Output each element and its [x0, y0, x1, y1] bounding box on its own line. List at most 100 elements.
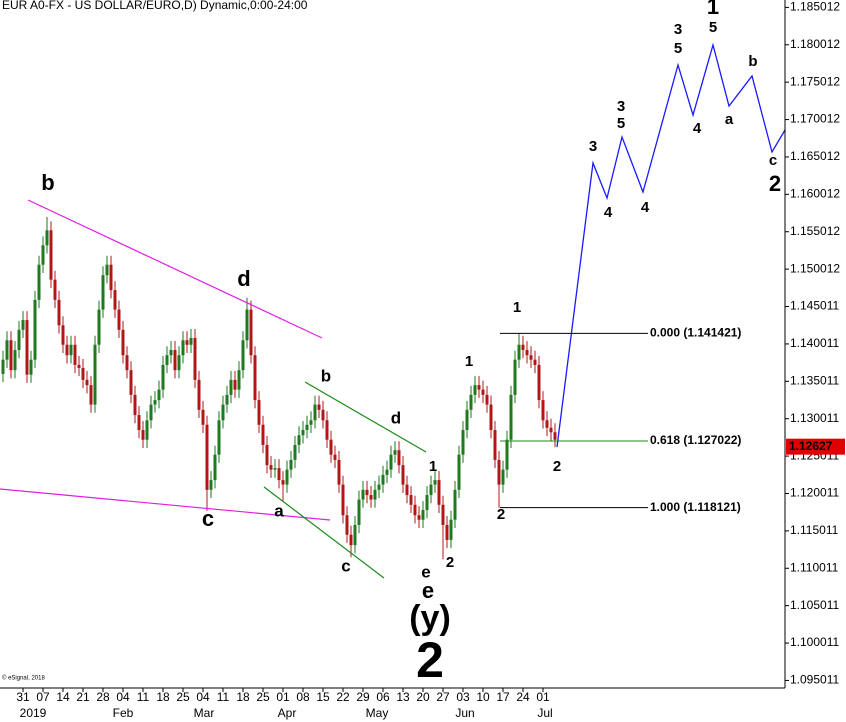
candle-body	[437, 480, 441, 505]
candle-body	[493, 430, 497, 460]
plot-area	[1, 216, 557, 560]
trendline	[304, 381, 427, 453]
candle-body	[149, 404, 153, 421]
x-tick-label: 14	[56, 690, 70, 704]
candle-body	[465, 409, 469, 430]
candle-body	[517, 344, 521, 360]
candle-body	[361, 489, 365, 500]
trendline	[0, 488, 331, 521]
candle-body	[49, 230, 53, 280]
candle-body	[125, 355, 129, 371]
y-tick-label: 1.165012	[790, 149, 840, 163]
wave-label: d	[391, 408, 401, 427]
y-tick-label: 1.150012	[790, 261, 840, 275]
candle-body	[445, 524, 449, 540]
candle-body	[509, 394, 513, 440]
x-tick-label: 18	[236, 690, 250, 704]
candle-body	[81, 367, 85, 380]
candle-body	[21, 320, 25, 330]
candle-body	[457, 454, 461, 490]
wave-label: 5	[709, 19, 717, 36]
candle-body	[477, 385, 481, 390]
candle-body	[257, 400, 261, 425]
y-tick-label: 1.135011	[790, 373, 839, 387]
trendline	[27, 199, 323, 339]
wave-label: c	[769, 152, 777, 169]
y-tick-label: 1.185012	[790, 0, 840, 14]
candle-body	[349, 534, 353, 546]
candle-body	[533, 359, 537, 365]
x-tick-label: 11	[217, 690, 230, 704]
candle-body	[421, 510, 425, 520]
wave-label: 1	[707, 0, 719, 19]
wave-label: b	[748, 53, 757, 70]
wave-label: 2	[416, 632, 444, 688]
candle-body	[453, 489, 457, 520]
x-tick-label: 04	[116, 690, 130, 704]
candle-body	[285, 469, 289, 485]
candle-body	[393, 450, 397, 455]
wave-label: 3	[674, 21, 682, 38]
x-tick-label: 20	[416, 690, 430, 704]
candle-body	[293, 444, 297, 460]
candle-body	[277, 468, 281, 481]
candle-body	[65, 344, 69, 356]
x-group-label: 2019	[20, 706, 47, 720]
candle-body	[45, 230, 49, 246]
candle-body	[129, 370, 133, 395]
wave-label: 1	[429, 458, 437, 475]
candle-body	[545, 420, 549, 428]
candle-body	[61, 325, 65, 345]
candle-body	[329, 439, 333, 455]
candle-body	[353, 524, 357, 546]
y-tick-label: 1.100011	[790, 635, 839, 649]
wave-label: b	[321, 366, 331, 385]
candle-body	[197, 379, 201, 410]
fib-level-label: 1.000 (1.118121)	[650, 500, 741, 514]
x-group-label: Mar	[194, 706, 215, 720]
candle-body	[501, 469, 505, 485]
candle-body	[521, 344, 525, 350]
x-tick-label: 03	[456, 690, 470, 704]
candle-body	[281, 480, 285, 485]
candle-body	[449, 519, 453, 540]
chart-title: EUR A0-FX - US DOLLAR/EURO,D) Dynamic,0:…	[2, 0, 308, 12]
wave-label: e	[422, 578, 434, 603]
candle-body	[489, 404, 493, 430]
fib-level-label: 0.000 (1.141421)	[650, 326, 741, 340]
candle-body	[237, 370, 241, 390]
candle-body	[301, 430, 305, 436]
wave-label: 1	[465, 353, 473, 370]
candle-body	[85, 379, 89, 386]
candle-body	[33, 299, 37, 360]
y-tick-label: 1.110011	[790, 560, 839, 574]
candle-body	[409, 495, 413, 505]
candle-body	[541, 400, 545, 421]
candle-body	[413, 504, 417, 516]
wave-label: d	[237, 266, 250, 291]
candle-body	[141, 430, 145, 440]
candle-body	[205, 424, 209, 490]
x-tick-label: 31	[16, 690, 30, 704]
candle-body	[333, 454, 337, 460]
x-tick-label: 22	[336, 690, 350, 704]
candle-body	[345, 515, 349, 535]
candle-body	[313, 404, 317, 421]
candle-body	[461, 430, 465, 455]
candle-body	[9, 340, 13, 371]
candle-body	[529, 355, 533, 360]
wave-label: 4	[641, 199, 650, 216]
x-group-label: Jun	[455, 706, 474, 720]
candle-body	[505, 439, 509, 470]
candle-body	[317, 404, 321, 410]
candle-body	[233, 379, 237, 390]
candle-body	[165, 355, 169, 365]
candle-body	[373, 489, 377, 500]
x-group-label: Jul	[537, 706, 552, 720]
x-tick-label: 11	[137, 690, 150, 704]
candle-body	[245, 309, 249, 341]
candle-body	[105, 264, 109, 276]
x-tick-label: 17	[496, 690, 510, 704]
projection-path	[556, 42, 786, 448]
y-tick-label: 1.120011	[790, 486, 839, 500]
